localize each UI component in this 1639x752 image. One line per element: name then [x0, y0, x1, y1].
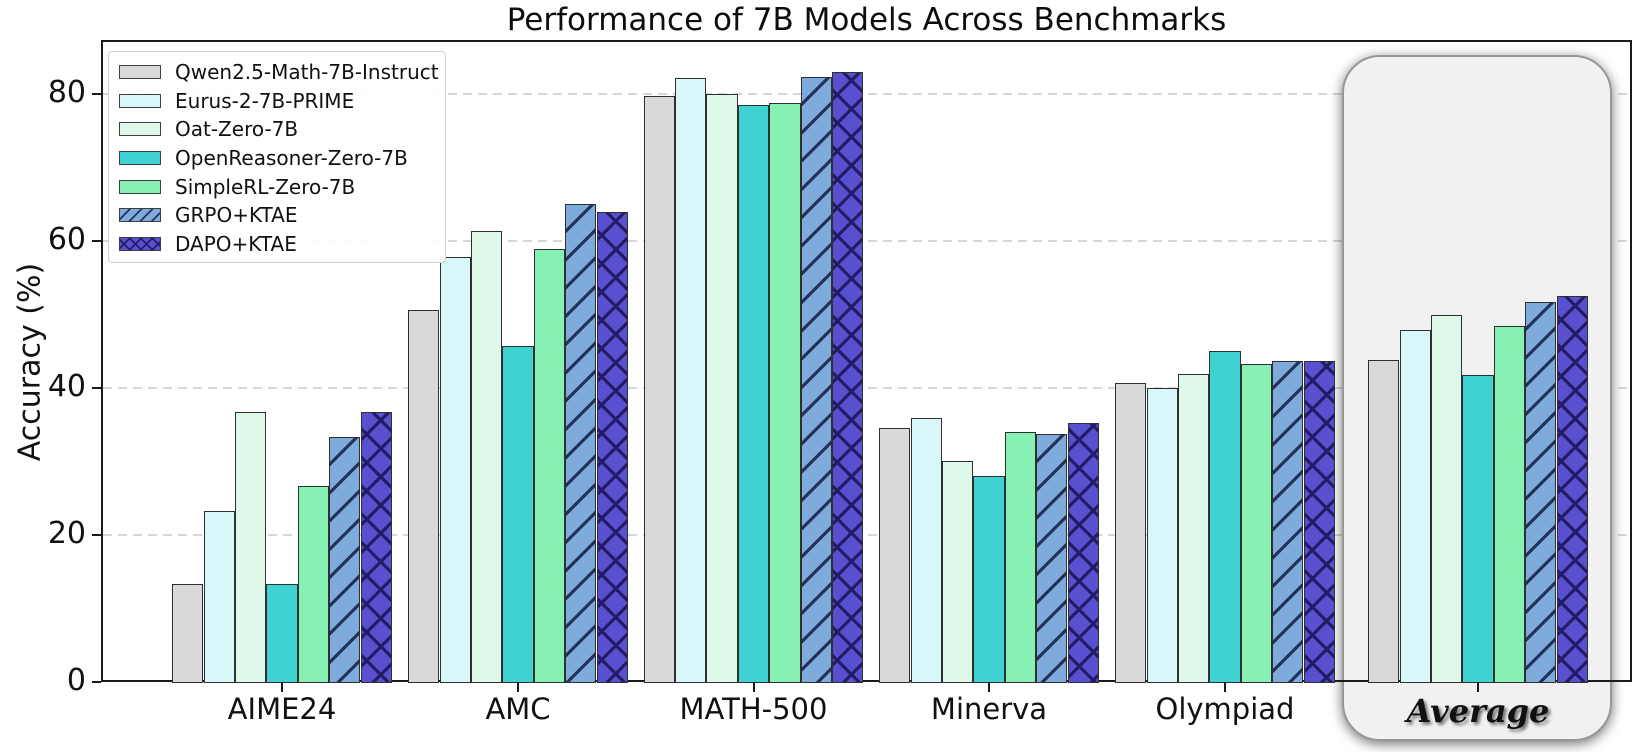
bar-OpenReasoner-Zero-7B-Average [1462, 374, 1494, 683]
bar-DAPO+KTAE-Average [1556, 296, 1588, 683]
bar-GRPO+KTAE-Average [1525, 302, 1557, 683]
legend-item: GRPO+KTAE [119, 201, 437, 230]
bar-Eurus-2-7B-PRIME-Olympiad [1146, 388, 1178, 683]
legend-swatch-OpenReasoner-Zero-7B [119, 151, 161, 166]
legend-swatch-Eurus-2-7B-PRIME [119, 93, 161, 108]
gridline-60 [103, 240, 1630, 243]
legend-swatch-DAPO+KTAE [119, 236, 161, 251]
legend-swatch-Qwen2.5-Math-7B-Instruct [119, 65, 161, 80]
bar-GRPO+KTAE-AIME24 [329, 437, 361, 683]
legend-swatch-Oat-Zero-7B [119, 122, 161, 137]
bar-SimpleRL-Zero-7B-Minerva [1004, 432, 1037, 683]
bar-Qwen2.5-Math-7B-Instruct-MATH-500 [643, 95, 675, 683]
y-tick-mark-60 [92, 240, 101, 243]
bar-OpenReasoner-Zero-7B-MATH-500 [737, 104, 770, 683]
legend-item: Qwen2.5-Math-7B-Instruct [119, 58, 439, 87]
y-tick-label: 0 [66, 663, 86, 698]
bar-DAPO+KTAE-AIME24 [360, 412, 392, 683]
legend-label: DAPO+KTAE [175, 231, 297, 256]
y-tick-mark-0 [92, 681, 101, 683]
bar-Oat-Zero-7B-Average [1430, 314, 1463, 683]
legend-label: GRPO+KTAE [175, 203, 298, 228]
y-tick-label: 80 [47, 75, 86, 111]
x-tick-mark-AMC [517, 682, 519, 692]
bar-SimpleRL-Zero-7B-MATH-500 [769, 103, 801, 683]
y-tick-label: 40 [47, 369, 86, 405]
bar-SimpleRL-Zero-7B-Average [1493, 326, 1526, 683]
bar-Qwen2.5-Math-7B-Instruct-Average [1368, 360, 1400, 683]
bar-DAPO+KTAE-Minerva [1067, 423, 1099, 683]
legend-label: Qwen2.5-Math-7B-Instruct [175, 60, 439, 85]
bar-Qwen2.5-Math-7B-Instruct-AMC [408, 310, 440, 683]
bar-OpenReasoner-Zero-7B-Minerva [973, 476, 1005, 683]
bar-OpenReasoner-Zero-7B-Olympiad [1209, 351, 1241, 683]
legend-label: OpenReasoner-Zero-7B [175, 146, 408, 171]
x-axis-line [101, 680, 1632, 682]
y-tick-mark-20 [92, 534, 101, 537]
bar-Oat-Zero-7B-AMC [470, 230, 503, 683]
bar-Oat-Zero-7B-Minerva [941, 460, 974, 683]
gridline-40 [103, 387, 1630, 390]
bar-GRPO+KTAE-MATH-500 [800, 76, 832, 683]
bar-Oat-Zero-7B-Olympiad [1177, 374, 1210, 683]
x-tick-label-MATH-500: MATH-500 [679, 692, 828, 726]
y-tick-label: 60 [47, 222, 86, 258]
gridline-80 [103, 93, 1630, 96]
x-tick-mark-Minerva [988, 682, 990, 692]
bar-Eurus-2-7B-PRIME-AIME24 [203, 510, 235, 683]
bar-OpenReasoner-Zero-7B-AIME24 [266, 584, 298, 683]
x-tick-label-Average: Average [1406, 692, 1550, 730]
x-tick-mark-AIME24 [281, 682, 283, 692]
legend-label: SimpleRL-Zero-7B [175, 174, 356, 199]
y-axis-label: Accuracy (%) [12, 262, 48, 462]
bar-GRPO+KTAE-AMC [565, 203, 597, 683]
legend-item: SimpleRL-Zero-7B [119, 172, 437, 201]
legend-swatch-GRPO+KTAE [119, 208, 161, 223]
x-tick-label-AMC: AMC [485, 692, 551, 726]
bar-DAPO+KTAE-AMC [596, 211, 628, 683]
bar-SimpleRL-Zero-7B-Olympiad [1240, 363, 1273, 683]
legend-item: DAPO+KTAE [119, 230, 437, 259]
x-tick-mark-Average [1477, 682, 1479, 692]
bar-Qwen2.5-Math-7B-Instruct-Minerva [879, 427, 911, 683]
bar-Eurus-2-7B-PRIME-AMC [439, 257, 471, 683]
bar-SimpleRL-Zero-7B-AIME24 [297, 485, 330, 683]
bar-Oat-Zero-7B-AIME24 [234, 412, 267, 683]
bar-GRPO+KTAE-Minerva [1036, 433, 1068, 683]
y-tick-mark-40 [92, 387, 101, 390]
x-tick-mark-MATH-500 [752, 682, 755, 692]
x-tick-label-Minerva: Minerva [930, 692, 1048, 726]
gridline-20 [103, 534, 1630, 537]
y-tick-mark-80 [92, 93, 101, 96]
bar-DAPO+KTAE-MATH-500 [832, 72, 864, 683]
bar-Oat-Zero-7B-MATH-500 [706, 94, 738, 683]
bar-Qwen2.5-Math-7B-Instruct-AIME24 [172, 584, 204, 683]
legend-item: OpenReasoner-Zero-7B [119, 144, 437, 173]
bar-Eurus-2-7B-PRIME-Minerva [910, 417, 942, 683]
legend-swatch-SimpleRL-Zero-7B [119, 179, 161, 194]
bar-OpenReasoner-Zero-7B-AMC [502, 345, 534, 683]
legend-item: Eurus-2-7B-PRIME [119, 87, 437, 116]
bar-GRPO+KTAE-Olympiad [1272, 361, 1304, 683]
bar-Eurus-2-7B-PRIME-Average [1399, 330, 1431, 683]
chart-title: Performance of 7B Models Across Benchmar… [506, 2, 1227, 38]
legend-label: Oat-Zero-7B [175, 117, 299, 142]
x-tick-label-AIME24: AIME24 [227, 692, 337, 726]
bar-Eurus-2-7B-PRIME-MATH-500 [675, 78, 707, 683]
y-tick-label: 20 [47, 516, 86, 552]
legend-item: Oat-Zero-7B [119, 115, 437, 144]
x-tick-mark-Olympiad [1224, 682, 1226, 692]
bar-Qwen2.5-Math-7B-Instruct-Olympiad [1115, 383, 1147, 683]
legend: Qwen2.5-Math-7B-Instruct Eurus-2-7B-PRIME… [108, 51, 446, 264]
x-tick-label-Olympiad: Olympiad [1155, 692, 1295, 726]
legend-label: Eurus-2-7B-PRIME [175, 88, 355, 113]
bar-SimpleRL-Zero-7B-AMC [533, 248, 566, 683]
bar-DAPO+KTAE-Olympiad [1303, 361, 1335, 683]
